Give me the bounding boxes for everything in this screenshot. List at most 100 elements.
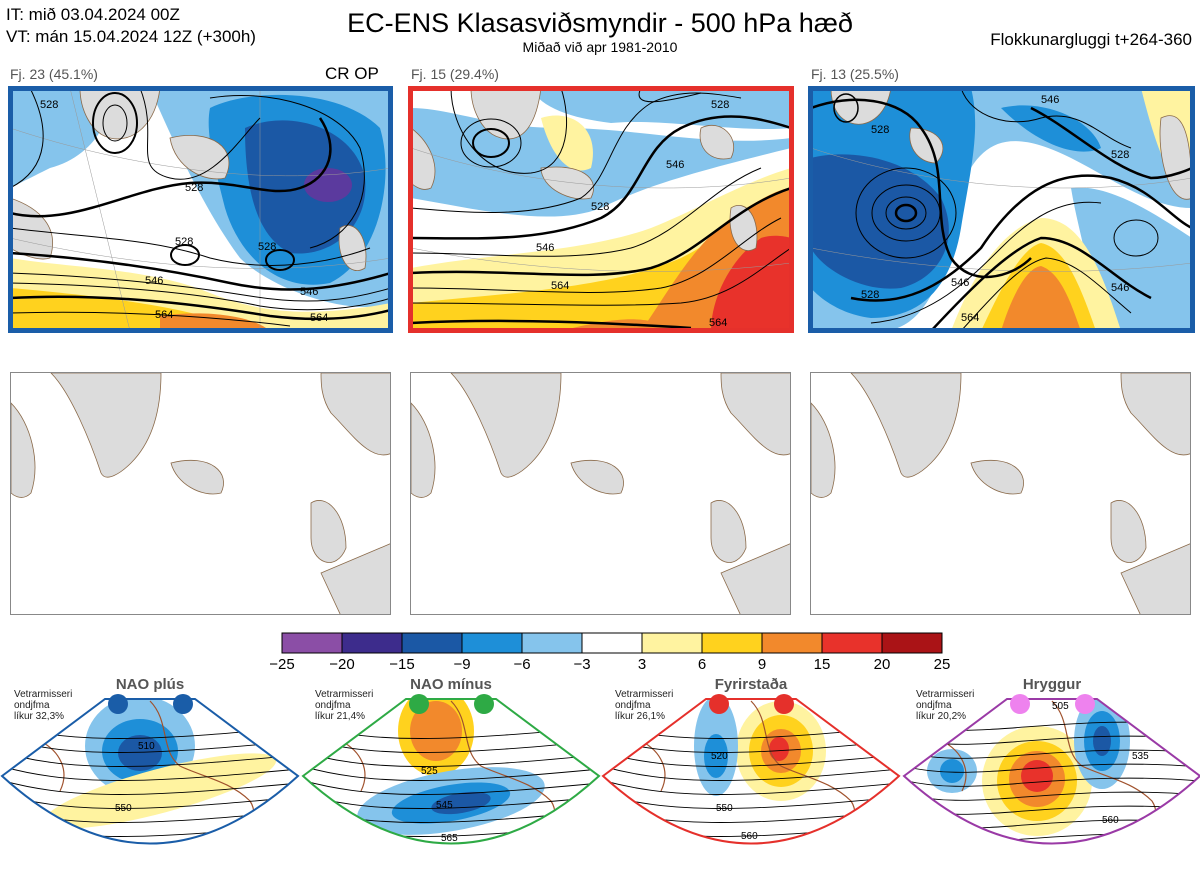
colorbar-tick-label: −6 (513, 656, 531, 673)
regime-title: NAO mínus (410, 676, 492, 693)
anomaly-blob (1014, 849, 1050, 863)
anomaly-blob (118, 735, 162, 771)
regime-stats-line: ondjfma (315, 700, 351, 711)
regime-marker-dot (173, 694, 193, 714)
regime-stats-line: Vetrarmisseri (615, 689, 674, 700)
colorbar-segment (821, 632, 883, 654)
height-contour (904, 762, 1200, 773)
anomaly-blob (431, 791, 491, 815)
contour-label: 528 (861, 289, 879, 301)
regime-stats: Vetrarmisseri ondjfma líkur 32,3% (14, 689, 72, 722)
regime-contour-label: 525 (421, 766, 438, 777)
contour-label: 564 (551, 280, 569, 292)
colorbar-tick-label: 15 (813, 656, 831, 673)
contour-label: 528 (1111, 149, 1129, 161)
regime-contour-label: 520 (711, 751, 728, 762)
contour-label: 546 (951, 277, 969, 289)
colorbar-segment (341, 632, 403, 654)
anomaly-colorbar (281, 632, 943, 654)
regime-stats-line: líkur 20,2% (916, 711, 967, 722)
colorbar-tick-label: −9 (453, 656, 471, 673)
height-contour (904, 776, 1200, 787)
anomaly-blob (43, 753, 277, 829)
colorbar-tick-label: −25 (269, 656, 295, 673)
regime-map: 525 545 565 (301, 694, 601, 845)
regime-contour-label: 545 (436, 800, 453, 811)
colorbar-segment (521, 632, 583, 654)
cluster-1-op-marker: CR OP (325, 64, 379, 83)
regime-contour-label: 550 (115, 803, 132, 814)
cluster-1-label: Fj. 23 (45.1%) (10, 66, 98, 82)
classification-window: Flokkunargluggi t+264-360 (990, 30, 1192, 49)
anomaly-blob (940, 759, 964, 783)
height-contour (603, 762, 899, 781)
contour-label: 528 (40, 99, 58, 111)
colorbar-tick-label: 6 (697, 656, 707, 673)
contour-label: 528 (258, 241, 276, 253)
regime-stats-line: Vetrarmisseri (916, 689, 975, 700)
colorbar-segment (281, 632, 343, 654)
blank-map-2 (410, 372, 791, 615)
colorbar-segment (761, 632, 823, 654)
contour-label: 528 (185, 182, 203, 194)
regime-contour-label: 505 (1052, 701, 1069, 712)
colorbar-segment (881, 632, 943, 654)
anomaly-blob (1093, 726, 1111, 756)
regime-outline (601, 698, 901, 845)
colorbar-tick-label: −3 (573, 656, 591, 673)
contour-label: 564 (155, 309, 173, 321)
regime-contour-label: 535 (1132, 751, 1149, 762)
contour-label: 546 (666, 159, 684, 171)
regime-contour-label: 510 (138, 741, 155, 752)
regime-contour-label: 560 (741, 831, 758, 842)
contour-label: 528 (871, 124, 889, 136)
contour-label: 564 (961, 312, 979, 324)
colorbar-tick-label: 20 (873, 656, 891, 673)
regime-contour-label: 550 (716, 803, 733, 814)
regime-stats-line: ondjfma (615, 700, 651, 711)
regime-stats: Vetrarmisseri ondjfma líkur 26,1% (615, 689, 673, 722)
colorbar-tick-label: −15 (389, 656, 415, 673)
regime-stats: Vetrarmisseri ondjfma líkur 21,4% (315, 689, 373, 722)
contour-label: 528 (591, 201, 609, 213)
contour-label: 546 (145, 275, 163, 287)
regime-stats-line: ondjfma (916, 700, 952, 711)
contour-label: 528 (175, 236, 193, 248)
anomaly-blob (410, 701, 462, 761)
regime-stats: Vetrarmisseri ondjfma líkur 20,2% (916, 689, 974, 722)
header-times: IT: mið 03.04.2024 00Z VT: mán 15.04.202… (6, 4, 256, 48)
colorbar-segment (701, 632, 763, 654)
regime-title: NAO plús (115, 676, 185, 693)
contour-label: 546 (300, 286, 318, 298)
contour-label: 546 (1041, 94, 1059, 106)
init-time: IT: mið 03.04.2024 00Z (6, 5, 180, 24)
colorbar-tick-label: 3 (637, 656, 647, 673)
regime-stats-line: ondjfma (14, 700, 50, 711)
anomaly-blob (769, 737, 789, 761)
regime-map: 505 535 560 (902, 694, 1200, 863)
valid-time: VT: mán 15.04.2024 12Z (+300h) (6, 27, 256, 46)
regime-marker-dot (774, 694, 794, 714)
regime-map: 520 550 560 (601, 694, 901, 845)
colorbar-tick-label: 9 (757, 656, 767, 673)
page-subtitle: Miðað við apr 1981-2010 (522, 39, 678, 55)
regime-marker-dot (108, 694, 128, 714)
regime-stats-line: Vetrarmisseri (14, 689, 73, 700)
regime-stats-line: líkur 26,1% (615, 711, 666, 722)
anomaly-blob (1021, 760, 1053, 792)
colorbar-segment (401, 632, 463, 654)
colorbar-segment (581, 632, 643, 654)
regime-marker-dot (474, 694, 494, 714)
anomaly-blob (704, 734, 728, 778)
regime-stats-line: Vetrarmisseri (315, 689, 374, 700)
regime-map: 510 550 (0, 694, 300, 845)
height-contour (603, 776, 899, 795)
height-contour (303, 776, 599, 795)
regime-contour-label: 560 (1102, 815, 1119, 826)
height-contour (2, 776, 298, 795)
regime-marker-dot (409, 694, 429, 714)
contour-label: 564 (310, 312, 328, 324)
regime-title: Hryggur (1022, 676, 1082, 693)
regime-contour-label: 565 (441, 833, 458, 844)
page-title: EC-ENS Klasasviðsmyndir - 500 hPa hæð (347, 8, 853, 38)
